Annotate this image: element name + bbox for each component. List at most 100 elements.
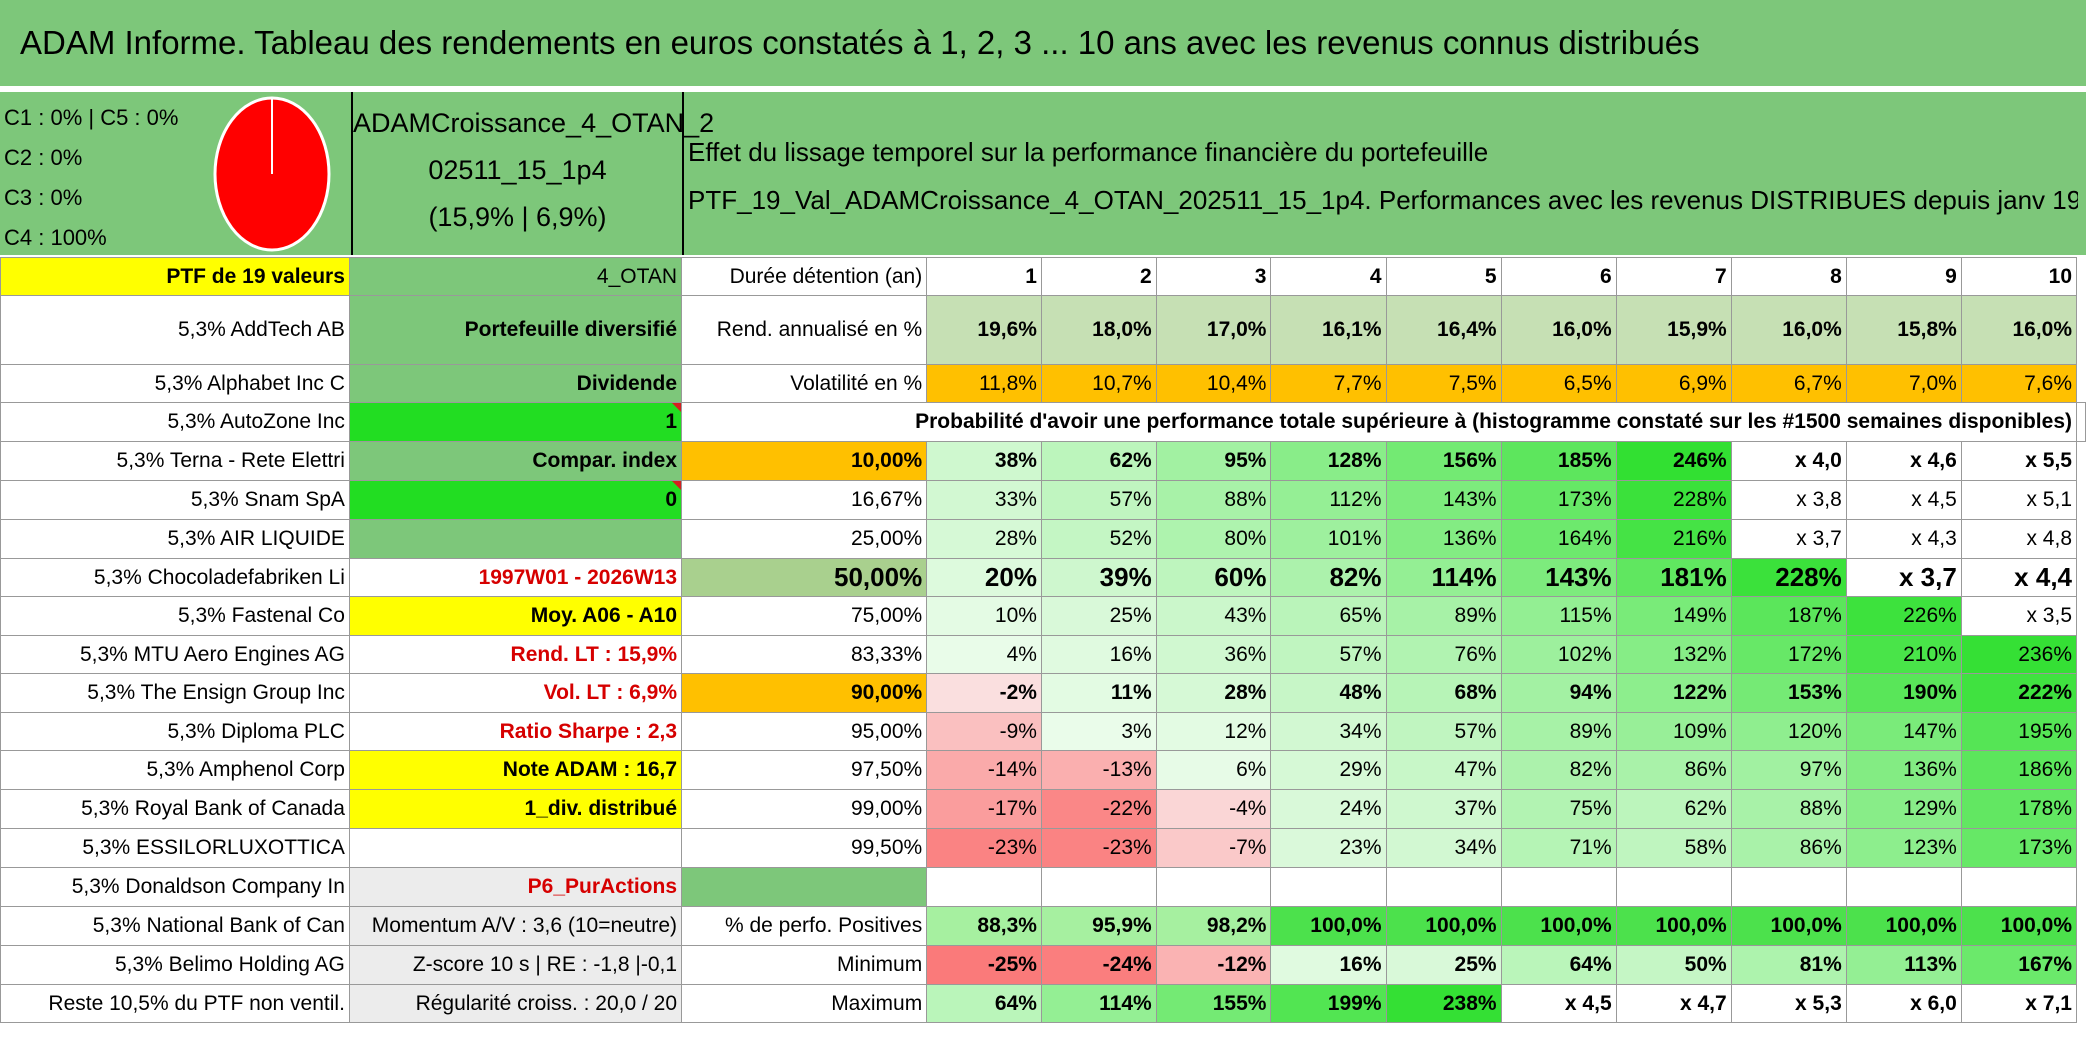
performance-value[interactable]: 23%: [1270, 828, 1387, 868]
return-value[interactable]: 15,9%: [1615, 295, 1732, 365]
holding-name[interactable]: Reste 10,5% du PTF non ventil.: [0, 984, 350, 1023]
empty-cell[interactable]: [1845, 867, 1962, 907]
maximum-value[interactable]: 199%: [1270, 984, 1387, 1023]
performance-value[interactable]: 38%: [926, 441, 1042, 481]
year-header[interactable]: 9: [1845, 257, 1962, 296]
performance-value[interactable]: 94%: [1500, 673, 1617, 713]
info-cell[interactable]: 1: [348, 402, 683, 442]
performance-value[interactable]: x 3,7: [1845, 558, 1962, 597]
volatility-value[interactable]: 10,4%: [1155, 364, 1272, 403]
performance-value[interactable]: 89%: [1385, 596, 1502, 636]
year-header[interactable]: 2: [1040, 257, 1157, 296]
info-cell[interactable]: 1_div. distribué: [348, 789, 683, 829]
holding-name[interactable]: 5,3% Alphabet Inc C: [0, 364, 350, 403]
performance-value[interactable]: -9%: [926, 712, 1042, 751]
performance-value[interactable]: 12%: [1155, 712, 1272, 751]
holding-name[interactable]: 5,3% MTU Aero Engines AG: [0, 635, 350, 674]
performance-value[interactable]: x 3,7: [1730, 519, 1847, 559]
row-label[interactable]: Minimum: [681, 945, 928, 985]
volatility-value[interactable]: 6,9%: [1615, 364, 1732, 403]
empty-cell[interactable]: [1730, 867, 1847, 907]
probability-threshold[interactable]: 99,00%: [681, 789, 928, 829]
positive-share-value[interactable]: 100,0%: [1385, 906, 1502, 946]
return-value[interactable]: 16,0%: [1500, 295, 1617, 365]
volatility-value[interactable]: 7,7%: [1270, 364, 1387, 403]
performance-value[interactable]: 36%: [1155, 635, 1272, 674]
performance-value[interactable]: x 3,5: [1960, 596, 2078, 636]
info-cell[interactable]: Portefeuille diversifié: [348, 295, 683, 365]
row-label[interactable]: Maximum: [681, 984, 928, 1023]
performance-value[interactable]: 132%: [1615, 635, 1732, 674]
info-cell[interactable]: 1997W01 - 2026W13: [348, 558, 683, 597]
performance-value[interactable]: 115%: [1500, 596, 1617, 636]
volatility-value[interactable]: 11,8%: [926, 364, 1042, 403]
info-cell[interactable]: [348, 828, 683, 868]
row-label[interactable]: % de perfo. Positives: [681, 906, 928, 946]
performance-value[interactable]: -4%: [1155, 789, 1272, 829]
performance-value[interactable]: 75%: [1500, 789, 1617, 829]
empty-cell[interactable]: [1155, 867, 1272, 907]
holding-name[interactable]: 5,3% Diploma PLC: [0, 712, 350, 751]
performance-value[interactable]: 68%: [1385, 673, 1502, 713]
performance-value[interactable]: 122%: [1615, 673, 1732, 713]
holding-name[interactable]: 5,3% AIR LIQUIDE: [0, 519, 350, 559]
holding-name[interactable]: 5,3% Belimo Holding AG: [0, 945, 350, 985]
performance-value[interactable]: 62%: [1615, 789, 1732, 829]
volatility-value[interactable]: 7,0%: [1845, 364, 1962, 403]
maximum-value[interactable]: x 7,1: [1960, 984, 2078, 1023]
holding-name[interactable]: 5,3% The Ensign Group Inc: [0, 673, 350, 713]
performance-value[interactable]: 71%: [1500, 828, 1617, 868]
performance-value[interactable]: 181%: [1615, 558, 1732, 597]
return-value[interactable]: 16,1%: [1270, 295, 1387, 365]
info-cell[interactable]: Momentum A/V : 3,6 (10=neutre): [348, 906, 683, 946]
performance-value[interactable]: 29%: [1270, 750, 1387, 790]
maximum-value[interactable]: 64%: [926, 984, 1042, 1023]
maximum-value[interactable]: x 6,0: [1845, 984, 1962, 1023]
performance-value[interactable]: x 3,8: [1730, 480, 1847, 520]
maximum-value[interactable]: 238%: [1385, 984, 1502, 1023]
performance-value[interactable]: x 4,3: [1845, 519, 1962, 559]
performance-value[interactable]: 11%: [1040, 673, 1157, 713]
maximum-value[interactable]: x 4,5: [1500, 984, 1617, 1023]
performance-value[interactable]: 129%: [1845, 789, 1962, 829]
probability-threshold[interactable]: 10,00%: [681, 441, 928, 481]
performance-value[interactable]: 222%: [1960, 673, 2078, 713]
performance-value[interactable]: 226%: [1845, 596, 1962, 636]
positive-share-value[interactable]: 100,0%: [1960, 906, 2078, 946]
minimum-value[interactable]: 50%: [1615, 945, 1732, 985]
positive-share-value[interactable]: 100,0%: [1615, 906, 1732, 946]
info-cell[interactable]: P6_PurActions: [348, 867, 683, 907]
info-cell[interactable]: 0: [348, 480, 683, 520]
performance-value[interactable]: -13%: [1040, 750, 1157, 790]
performance-value[interactable]: -22%: [1040, 789, 1157, 829]
performance-value[interactable]: 47%: [1385, 750, 1502, 790]
performance-value[interactable]: 147%: [1845, 712, 1962, 751]
positive-share-value[interactable]: 100,0%: [1845, 906, 1962, 946]
positive-share-value[interactable]: 98,2%: [1155, 906, 1272, 946]
performance-value[interactable]: 149%: [1615, 596, 1732, 636]
performance-value[interactable]: 101%: [1270, 519, 1387, 559]
performance-value[interactable]: 120%: [1730, 712, 1847, 751]
positive-share-value[interactable]: 95,9%: [1040, 906, 1157, 946]
performance-value[interactable]: 86%: [1730, 828, 1847, 868]
performance-value[interactable]: 3%: [1040, 712, 1157, 751]
performance-value[interactable]: 228%: [1615, 480, 1732, 520]
performance-value[interactable]: 25%: [1040, 596, 1157, 636]
volatility-value[interactable]: 6,5%: [1500, 364, 1617, 403]
otan-header[interactable]: 4_OTAN: [348, 257, 683, 296]
minimum-value[interactable]: 167%: [1960, 945, 2078, 985]
performance-value[interactable]: 39%: [1040, 558, 1157, 597]
info-cell[interactable]: Vol. LT : 6,9%: [348, 673, 683, 713]
performance-value[interactable]: 153%: [1730, 673, 1847, 713]
probability-threshold[interactable]: 99,50%: [681, 828, 928, 868]
return-value[interactable]: 15,8%: [1845, 295, 1962, 365]
year-header[interactable]: 6: [1500, 257, 1617, 296]
performance-value[interactable]: 123%: [1845, 828, 1962, 868]
year-header[interactable]: 5: [1385, 257, 1502, 296]
performance-value[interactable]: x 5,1: [1960, 480, 2078, 520]
performance-value[interactable]: 173%: [1500, 480, 1617, 520]
info-cell[interactable]: Dividende: [348, 364, 683, 403]
probability-threshold[interactable]: 50,00%: [681, 558, 928, 597]
performance-value[interactable]: x 4,5: [1845, 480, 1962, 520]
empty-cell[interactable]: [2076, 402, 2086, 442]
